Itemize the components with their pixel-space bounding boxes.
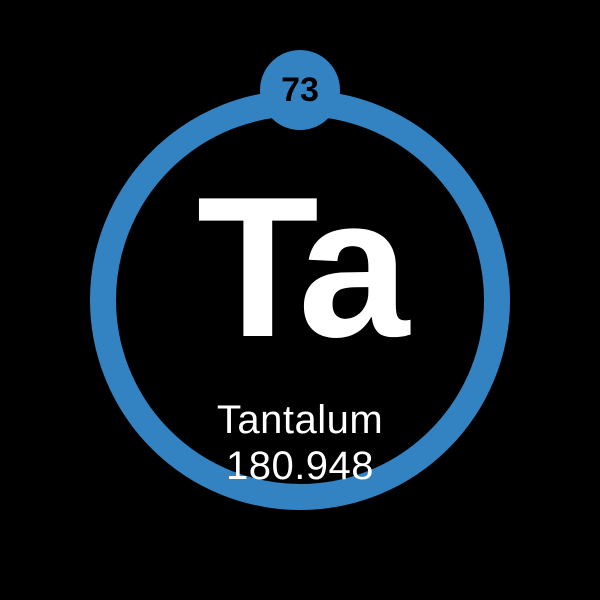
element-symbol: Ta — [197, 168, 404, 368]
atomic-mass: 180.948 — [226, 446, 374, 486]
element-card: 73 Ta Tantalum 180.948 — [0, 0, 600, 600]
atomic-number: 73 — [281, 71, 319, 110]
atomic-number-badge: 73 — [260, 50, 340, 130]
element-name: Tantalum — [217, 400, 383, 440]
